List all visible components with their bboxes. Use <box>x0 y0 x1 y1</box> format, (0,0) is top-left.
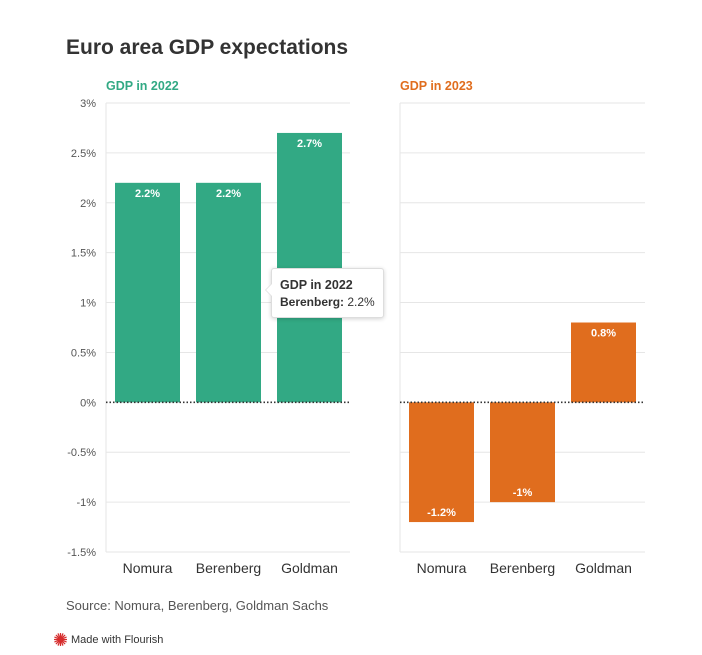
data-label: 2.7% <box>297 138 322 150</box>
chart-title: Euro area GDP expectations <box>66 36 349 59</box>
data-label: 2.2% <box>135 188 160 200</box>
x-tick-label: Berenberg <box>490 560 555 576</box>
x-tick-label: Goldman <box>575 560 632 576</box>
tooltip-value: 2.2% <box>347 295 375 309</box>
flourish-credit[interactable]: Made with Flourish <box>54 633 163 646</box>
data-label: 2.2% <box>216 188 241 200</box>
y-tick-label: -1.5% <box>67 547 96 559</box>
data-label: -1% <box>513 487 533 499</box>
tooltip-title: GDP in 2022 <box>280 278 353 292</box>
y-tick-label: -1% <box>76 497 96 509</box>
y-tick-label: 0% <box>80 397 96 409</box>
bar <box>409 402 474 523</box>
y-tick-label: 1% <box>80 298 96 310</box>
y-tick-label: 0.5% <box>71 347 96 359</box>
y-tick-label: -0.5% <box>67 447 96 459</box>
y-tick-label: 2% <box>80 198 96 210</box>
x-tick-label: Nomura <box>123 560 173 576</box>
bar <box>115 182 180 403</box>
credit-text: Made with Flourish <box>71 633 164 646</box>
y-tick-label: 2.5% <box>71 148 96 160</box>
bar <box>490 402 555 503</box>
hover-tooltip: GDP in 2022 Berenberg: 2.2% <box>265 268 384 318</box>
data-label: 0.8% <box>591 328 616 340</box>
bar <box>277 132 342 403</box>
data-label: -1.2% <box>427 507 456 519</box>
x-tick-label: Berenberg <box>196 560 261 576</box>
bar <box>196 182 261 403</box>
y-tick-label: 1.5% <box>71 248 96 260</box>
bar <box>571 322 636 403</box>
panel-1: GDP in 2022 3% 2.5% 2% 1.5% 1% 0.5% 0% -0.5% -1% -… <box>67 79 350 576</box>
panel-2: GDP in 2023 -1.2% Nomura -1% Berenberg 0.8% Go… <box>399 79 645 576</box>
flourish-logo-icon <box>54 633 67 646</box>
source-note: Source: Nomura, Berenberg, Goldman Sachs <box>66 598 329 613</box>
y-tick-label: 3% <box>80 98 96 110</box>
tooltip-label: Berenberg: <box>280 295 345 309</box>
x-tick-label: Goldman <box>281 560 338 576</box>
x-tick-label: Nomura <box>417 560 467 576</box>
panel-title: GDP in 2022 <box>106 79 179 93</box>
panel-title: GDP in 2023 <box>400 79 473 93</box>
